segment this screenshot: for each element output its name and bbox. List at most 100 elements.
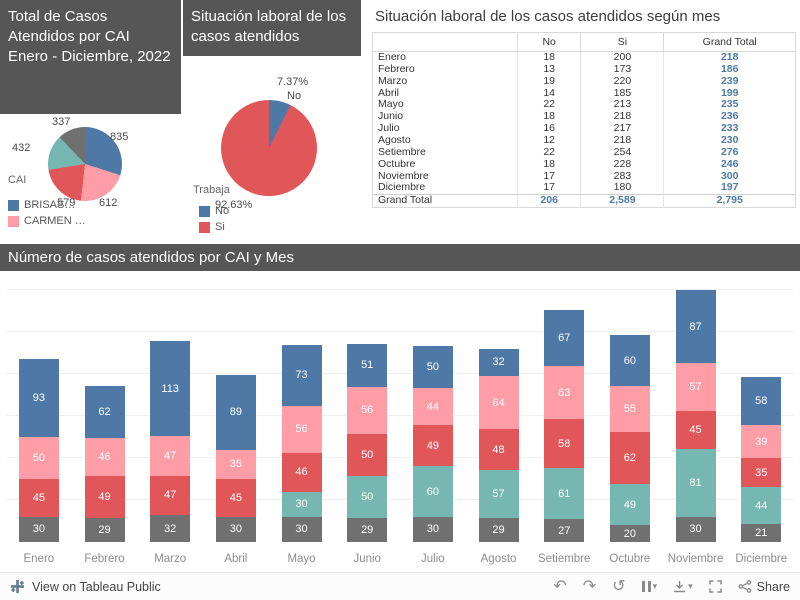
table-row[interactable]: Grand Total 206 2,589 2,795 [372,194,796,208]
pie-value-label: 579 [57,197,76,209]
bar-column: 21 44 35 39 58 [728,376,794,542]
bar-segment-blue[interactable]: 67 [544,310,585,367]
pie-chart-cai[interactable] [48,127,122,201]
bar-segment-blue[interactable]: 32 [478,348,519,376]
bar-segment-pink[interactable]: 44 [412,388,453,426]
bar-segment-blue[interactable]: 73 [281,344,322,406]
bar-segment-pink[interactable]: 47 [150,436,191,476]
bar-segment-gray[interactable]: 30 [215,516,256,542]
bar-segment-teal[interactable]: 44 [741,487,782,525]
bar-segment-gray[interactable]: 27 [544,519,585,542]
pie-chart-work[interactable] [221,100,317,196]
stacked-bar[interactable]: 30 45 35 89 [215,374,256,542]
share-button[interactable]: Share [738,580,790,594]
table-row[interactable]: Febrero 13 173 186 [373,63,796,76]
table-row[interactable]: Diciembre 17 180 197 [373,181,796,195]
stacked-bar[interactable]: 20 49 62 55 60 [609,335,650,542]
bar-segment-teal[interactable]: 60 [412,466,453,517]
bar-segment-gray[interactable]: 29 [347,517,388,542]
bar-segment-teal[interactable]: 81 [675,448,716,517]
bar-segment-gray[interactable]: 30 [675,516,716,542]
bar-segment-pink[interactable]: 63 [544,366,585,420]
legend-swatch [8,215,19,227]
reset-button[interactable]: ↺ [612,577,626,595]
bar-segment-pink[interactable]: 35 [215,449,256,480]
fullscreen-button[interactable] [708,580,722,593]
bar-segment-pink[interactable]: 56 [281,405,322,453]
bar-segment-red[interactable]: 45 [215,479,256,517]
table-row[interactable]: Mayo 22 213 235 [373,99,796,112]
stacked-bar[interactable]: 30 30 46 56 73 [281,344,322,542]
legend-item[interactable]: BRISAS… [8,199,86,211]
bar-segment-blue[interactable]: 89 [215,374,256,450]
table-row[interactable]: Junio 18 218 236 [373,110,796,124]
table-row[interactable]: Enero 18 200 218 [373,51,796,64]
stacked-bar[interactable]: 29 49 46 62 [84,385,125,542]
stacked-bar[interactable]: 30 60 49 44 50 [412,346,453,542]
bar-segment-red[interactable]: 46 [281,453,322,492]
bar-segment-teal[interactable]: 49 [609,484,650,526]
bar-segment-red[interactable]: 45 [18,479,59,517]
bar-segment-blue[interactable]: 62 [84,385,125,438]
bar-segment-gray[interactable]: 29 [84,517,125,542]
bar-segment-red[interactable]: 47 [150,475,191,516]
table-row[interactable]: Julio 16 217 233 [373,122,796,136]
download-button[interactable]: ▾ [673,580,693,593]
view-on-tableau-link[interactable]: View on Tableau Public [10,579,161,594]
bar-segment-blue[interactable]: 60 [609,335,650,386]
bar-segment-gray[interactable]: 20 [609,525,650,542]
month-axis-label: Enero [23,553,55,565]
table-row[interactable]: Octubre 18 228 246 [373,158,796,171]
bar-segment-pink[interactable]: 56 [347,386,388,434]
stacked-bar[interactable]: 29 57 48 64 32 [478,348,519,542]
pause-button[interactable]: ▾ [641,581,657,592]
bar-segment-red[interactable]: 50 [347,433,388,476]
bar-segment-blue[interactable]: 51 [347,343,388,387]
bar-segment-pink[interactable]: 46 [84,437,125,477]
table-row[interactable]: Abril 14 185 199 [373,87,796,100]
bar-segment-red[interactable]: 35 [741,458,782,488]
stacked-bar[interactable]: 30 45 50 93 [18,358,59,542]
bar-segment-gray[interactable]: 30 [281,516,322,542]
bar-segment-red[interactable]: 45 [675,410,716,449]
bar-segment-blue[interactable]: 113 [150,341,191,437]
bar-segment-blue[interactable]: 58 [741,376,782,426]
bar-segment-gray[interactable]: 29 [478,517,519,542]
bar-segment-red[interactable]: 49 [84,476,125,518]
bar-segment-gray[interactable]: 32 [150,515,191,542]
bar-segment-blue[interactable]: 50 [412,346,453,389]
bar-segment-pink[interactable]: 55 [609,385,650,432]
stacked-bar[interactable]: 27 61 58 63 67 [544,310,585,542]
stacked-bar[interactable]: 30 81 45 57 87 [675,290,716,542]
stacked-bar[interactable]: 29 50 50 56 51 [347,343,388,542]
legend-item[interactable]: Si [199,221,229,233]
bar-segment-pink[interactable]: 64 [478,375,519,430]
legend-item[interactable]: No [199,205,229,217]
table-row[interactable]: Noviembre 17 283 300 [373,170,796,183]
bar-segment-blue[interactable]: 87 [675,290,716,364]
stacked-bar[interactable]: 21 44 35 39 58 [741,376,782,542]
bar-segment-pink[interactable]: 39 [741,425,782,459]
bar-segment-teal[interactable]: 30 [281,491,322,517]
table-row[interactable]: Marzo 19 220 239 [373,75,796,88]
bar-segment-gray[interactable]: 30 [18,516,59,542]
redo-button[interactable]: ↷ [582,577,597,595]
bar-segment-teal[interactable]: 57 [478,469,519,518]
bar-segment-red[interactable]: 62 [609,431,650,485]
bar-segment-teal[interactable]: 50 [347,475,388,518]
legend-item[interactable]: CARMEN … [8,215,86,227]
bar-segment-red[interactable]: 49 [412,425,453,467]
bar-column: 30 45 50 93 [6,358,72,542]
bar-segment-pink[interactable]: 50 [18,437,59,480]
bar-segment-blue[interactable]: 93 [18,358,59,438]
table-row[interactable]: Setiembre 22 254 276 [373,146,796,159]
stacked-bar[interactable]: 32 47 47 113 [150,341,191,542]
bar-segment-teal[interactable]: 61 [544,468,585,520]
bar-segment-gray[interactable]: 30 [412,516,453,542]
bar-segment-gray[interactable]: 21 [741,524,782,542]
bar-segment-red[interactable]: 48 [478,429,519,470]
bar-segment-red[interactable]: 58 [544,419,585,469]
table-row[interactable]: Agosto 12 218 230 [373,134,796,147]
undo-button[interactable]: ↶ [553,577,567,595]
bar-segment-pink[interactable]: 57 [675,363,716,411]
